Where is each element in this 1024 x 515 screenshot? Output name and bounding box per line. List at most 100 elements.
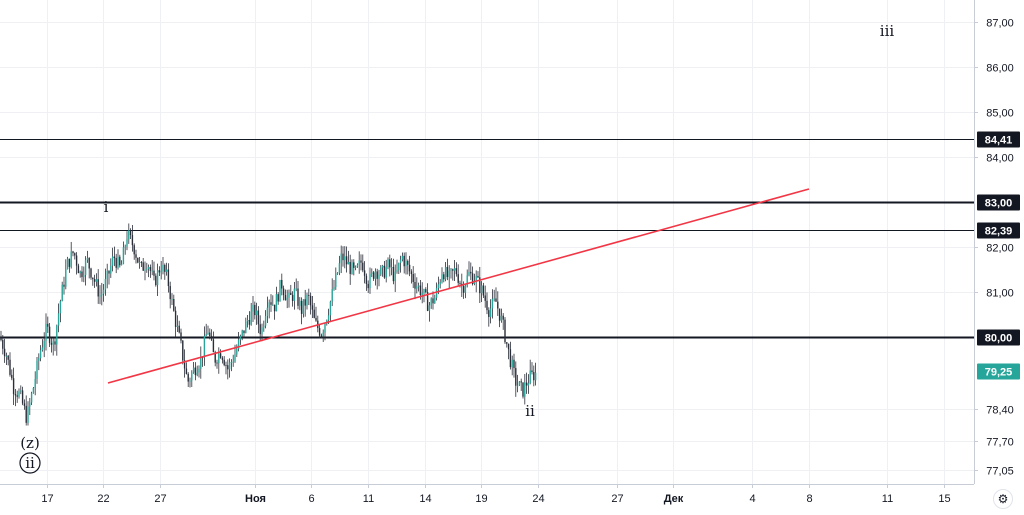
candle-body (527, 383, 530, 386)
candle-body (45, 323, 47, 341)
candle-body (516, 385, 519, 387)
level-badge-label: 80,00 (985, 333, 1013, 345)
candle-body (378, 274, 380, 279)
candle-body (90, 268, 92, 278)
candle-body (158, 270, 161, 273)
candle-body (275, 294, 278, 312)
settings-button[interactable]: ⚙ (993, 489, 1013, 509)
candle-body (270, 302, 272, 305)
candle-body (203, 335, 206, 358)
candle-body (23, 403, 26, 406)
candle-body (340, 253, 342, 264)
level-badge-label: 83,00 (985, 198, 1013, 210)
candle-body (29, 402, 31, 407)
candle-body (417, 285, 420, 287)
candle-body (335, 273, 337, 288)
candle-body (448, 270, 450, 278)
candle-body (466, 275, 468, 286)
candle-body (228, 362, 231, 370)
candle-body (473, 281, 476, 284)
candle-body (513, 359, 515, 369)
candle-body (282, 288, 285, 296)
candle-body (164, 264, 166, 272)
candle-body (185, 368, 188, 374)
candle-body (110, 265, 112, 274)
candle-body (43, 340, 45, 348)
candle-body (387, 259, 389, 268)
candle-body (84, 259, 87, 276)
candle-body (160, 271, 162, 273)
candle-body (230, 361, 233, 363)
level-badge (977, 131, 1020, 148)
candle-body (3, 348, 6, 357)
candle-body (173, 299, 175, 311)
candle-body (124, 246, 126, 248)
candle-body (320, 335, 323, 337)
candle-body (225, 365, 227, 366)
candle-body (266, 307, 269, 317)
gear-icon: ⚙ (997, 492, 1009, 506)
candle-body (455, 268, 458, 275)
candle-body (216, 362, 218, 364)
candle-body (491, 298, 494, 309)
trendline-group (107, 188, 810, 384)
candle-body (192, 367, 195, 373)
candle-body (437, 284, 440, 289)
candle-body (309, 295, 312, 306)
candle-body (515, 368, 517, 386)
candle-body (27, 406, 29, 423)
wave-label-i: i (104, 198, 109, 216)
candle-body (342, 253, 344, 261)
time-axis[interactable]: 17 22 27 Ноя 6 11 14 19 24 27 Дек 4 8 11 15 (0, 484, 974, 505)
candle-body (18, 391, 20, 397)
x-tick-label: Дек (664, 493, 684, 505)
candle-body (70, 251, 72, 267)
candle-body (149, 267, 152, 271)
candle-body (209, 332, 211, 336)
candle-body (444, 266, 447, 280)
candle-body (477, 275, 479, 278)
candle-body (484, 295, 486, 301)
candle-body (2, 340, 4, 349)
candle-body (81, 271, 83, 278)
candle-body (302, 299, 305, 314)
candle-body (65, 269, 67, 287)
candle-body (36, 360, 38, 379)
x-tick-label: 6 (308, 493, 314, 505)
candle-body (11, 374, 13, 379)
candle-body (108, 270, 110, 274)
candle-body (47, 323, 49, 327)
candle-body (284, 295, 287, 301)
candle-body (196, 372, 198, 376)
candle-body (509, 349, 512, 368)
candle-body (113, 256, 116, 259)
candle-body (353, 262, 355, 268)
candle-body (79, 271, 81, 274)
candle-body (241, 330, 243, 336)
x-tick-label: 17 (41, 493, 53, 505)
price-axis[interactable]: 87,00 86,00 85,00 84,00 82,00 81,00 78,40 77,70… (974, 0, 1020, 484)
candle-body (453, 268, 456, 271)
candle-body (83, 275, 85, 278)
candle-body (372, 272, 375, 279)
candle-body (174, 310, 177, 327)
candle-body (425, 289, 427, 293)
candle-body (254, 304, 256, 316)
candle-body (531, 370, 533, 373)
candle-body (133, 245, 135, 255)
candle-body (97, 279, 99, 297)
candle-body (446, 266, 449, 278)
candle-body (419, 285, 422, 296)
candle-body (239, 335, 242, 340)
candle-body (119, 256, 121, 266)
candle-body (88, 258, 90, 269)
candle-body (329, 301, 332, 316)
wave-label-iii: iii (880, 22, 895, 40)
candles (0, 223, 537, 426)
candle-body (522, 382, 524, 397)
candle-body (75, 255, 78, 266)
candle-body (126, 239, 128, 247)
candle-body (502, 315, 504, 320)
candle-body (421, 292, 423, 296)
